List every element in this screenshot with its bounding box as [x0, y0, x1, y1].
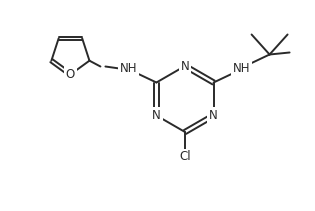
- Text: N: N: [152, 109, 161, 122]
- Text: NH: NH: [120, 62, 137, 75]
- Text: NH: NH: [233, 62, 250, 75]
- Text: Cl: Cl: [179, 150, 191, 164]
- Text: O: O: [66, 68, 75, 81]
- Text: N: N: [180, 60, 189, 73]
- Text: N: N: [209, 109, 218, 122]
